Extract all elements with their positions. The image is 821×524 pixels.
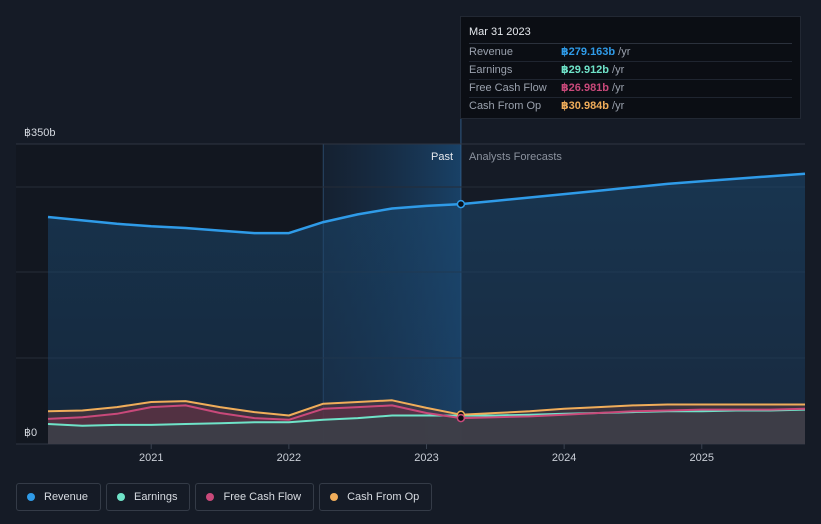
x-tick-label: 2022 xyxy=(277,452,301,464)
tooltip-row-value: ฿279.163b xyxy=(561,46,616,58)
tooltip-row-unit: /yr xyxy=(612,82,625,94)
legend-dot-icon xyxy=(330,493,339,501)
legend: Revenue Earnings Free Cash Flow Cash From O… xyxy=(16,483,433,511)
legend-label: Revenue xyxy=(44,491,89,503)
legend-item-free-cash-flow[interactable]: Free Cash Flow xyxy=(195,483,315,511)
tooltip-row-name: Free Cash Flow xyxy=(469,82,547,94)
tooltip-row-unit: /yr xyxy=(612,100,625,112)
x-axis-ticks: 2021 2022 2023 2024 2025 xyxy=(139,444,714,464)
legend-dot-icon xyxy=(117,493,126,501)
revenue-line xyxy=(47,172,806,235)
tooltip-row-cash-from-op: Cash From Op ฿30.984b/yr xyxy=(469,98,792,115)
tooltip-row-name: Cash From Op xyxy=(469,100,542,112)
tooltip-row-unit: /yr xyxy=(612,64,625,76)
earnings-line xyxy=(47,408,806,427)
legend-item-earnings[interactable]: Earnings xyxy=(106,483,191,511)
legend-label: Free Cash Flow xyxy=(223,491,302,503)
y-tick-label-bottom: ฿0 xyxy=(24,427,37,439)
x-tick-label: 2025 xyxy=(690,452,714,464)
tooltip-row-revenue: Revenue ฿279.163b/yr xyxy=(469,44,792,62)
tooltip-row-value: ฿26.981b xyxy=(561,82,610,94)
y-tick-label-top: ฿350b xyxy=(24,127,55,139)
legend-item-revenue[interactable]: Revenue xyxy=(16,483,102,511)
x-tick-label: 2023 xyxy=(414,452,438,464)
x-tick-label: 2024 xyxy=(552,452,576,464)
legend-label: Cash From Op xyxy=(347,491,420,503)
legend-item-cash-from-op[interactable]: Cash From Op xyxy=(319,483,433,511)
tooltip-row-value: ฿29.912b xyxy=(561,64,610,76)
free-cash-flow-marker xyxy=(456,413,466,423)
legend-dot-icon xyxy=(27,493,35,501)
legend-label: Earnings xyxy=(134,491,178,503)
legend-dot-icon xyxy=(206,493,215,501)
forecast-label: Analysts Forecasts xyxy=(469,151,562,163)
tooltip-row-unit: /yr xyxy=(618,46,631,58)
series-lines xyxy=(47,172,806,427)
cash-from-op-line xyxy=(47,399,805,417)
earnings-area xyxy=(48,409,805,444)
series-areas xyxy=(48,173,805,444)
tooltip-row-free-cash-flow: Free Cash Flow ฿26.981b/yr xyxy=(469,80,792,98)
x-tick-label: 2021 xyxy=(139,452,163,464)
tooltip-row-name: Earnings xyxy=(469,64,513,76)
tooltip-date: Mar 31 2023 xyxy=(469,25,792,44)
tooltip-row-name: Revenue xyxy=(469,46,514,58)
tooltip-rows: Revenue ฿279.163b/yr Earnings ฿29.912b/yr Fr… xyxy=(469,44,792,115)
past-label: Past xyxy=(431,151,453,163)
tooltip-row-earnings: Earnings ฿29.912b/yr xyxy=(469,62,792,80)
tooltip: Mar 31 2023 Revenue ฿279.163b/yr Earnings ฿… xyxy=(460,16,801,119)
revenue-area xyxy=(48,173,805,444)
tooltip-row-value: ฿30.984b xyxy=(561,100,610,112)
free-cash-flow-line xyxy=(47,404,806,421)
hover-markers xyxy=(456,199,466,423)
revenue-marker xyxy=(456,199,466,209)
